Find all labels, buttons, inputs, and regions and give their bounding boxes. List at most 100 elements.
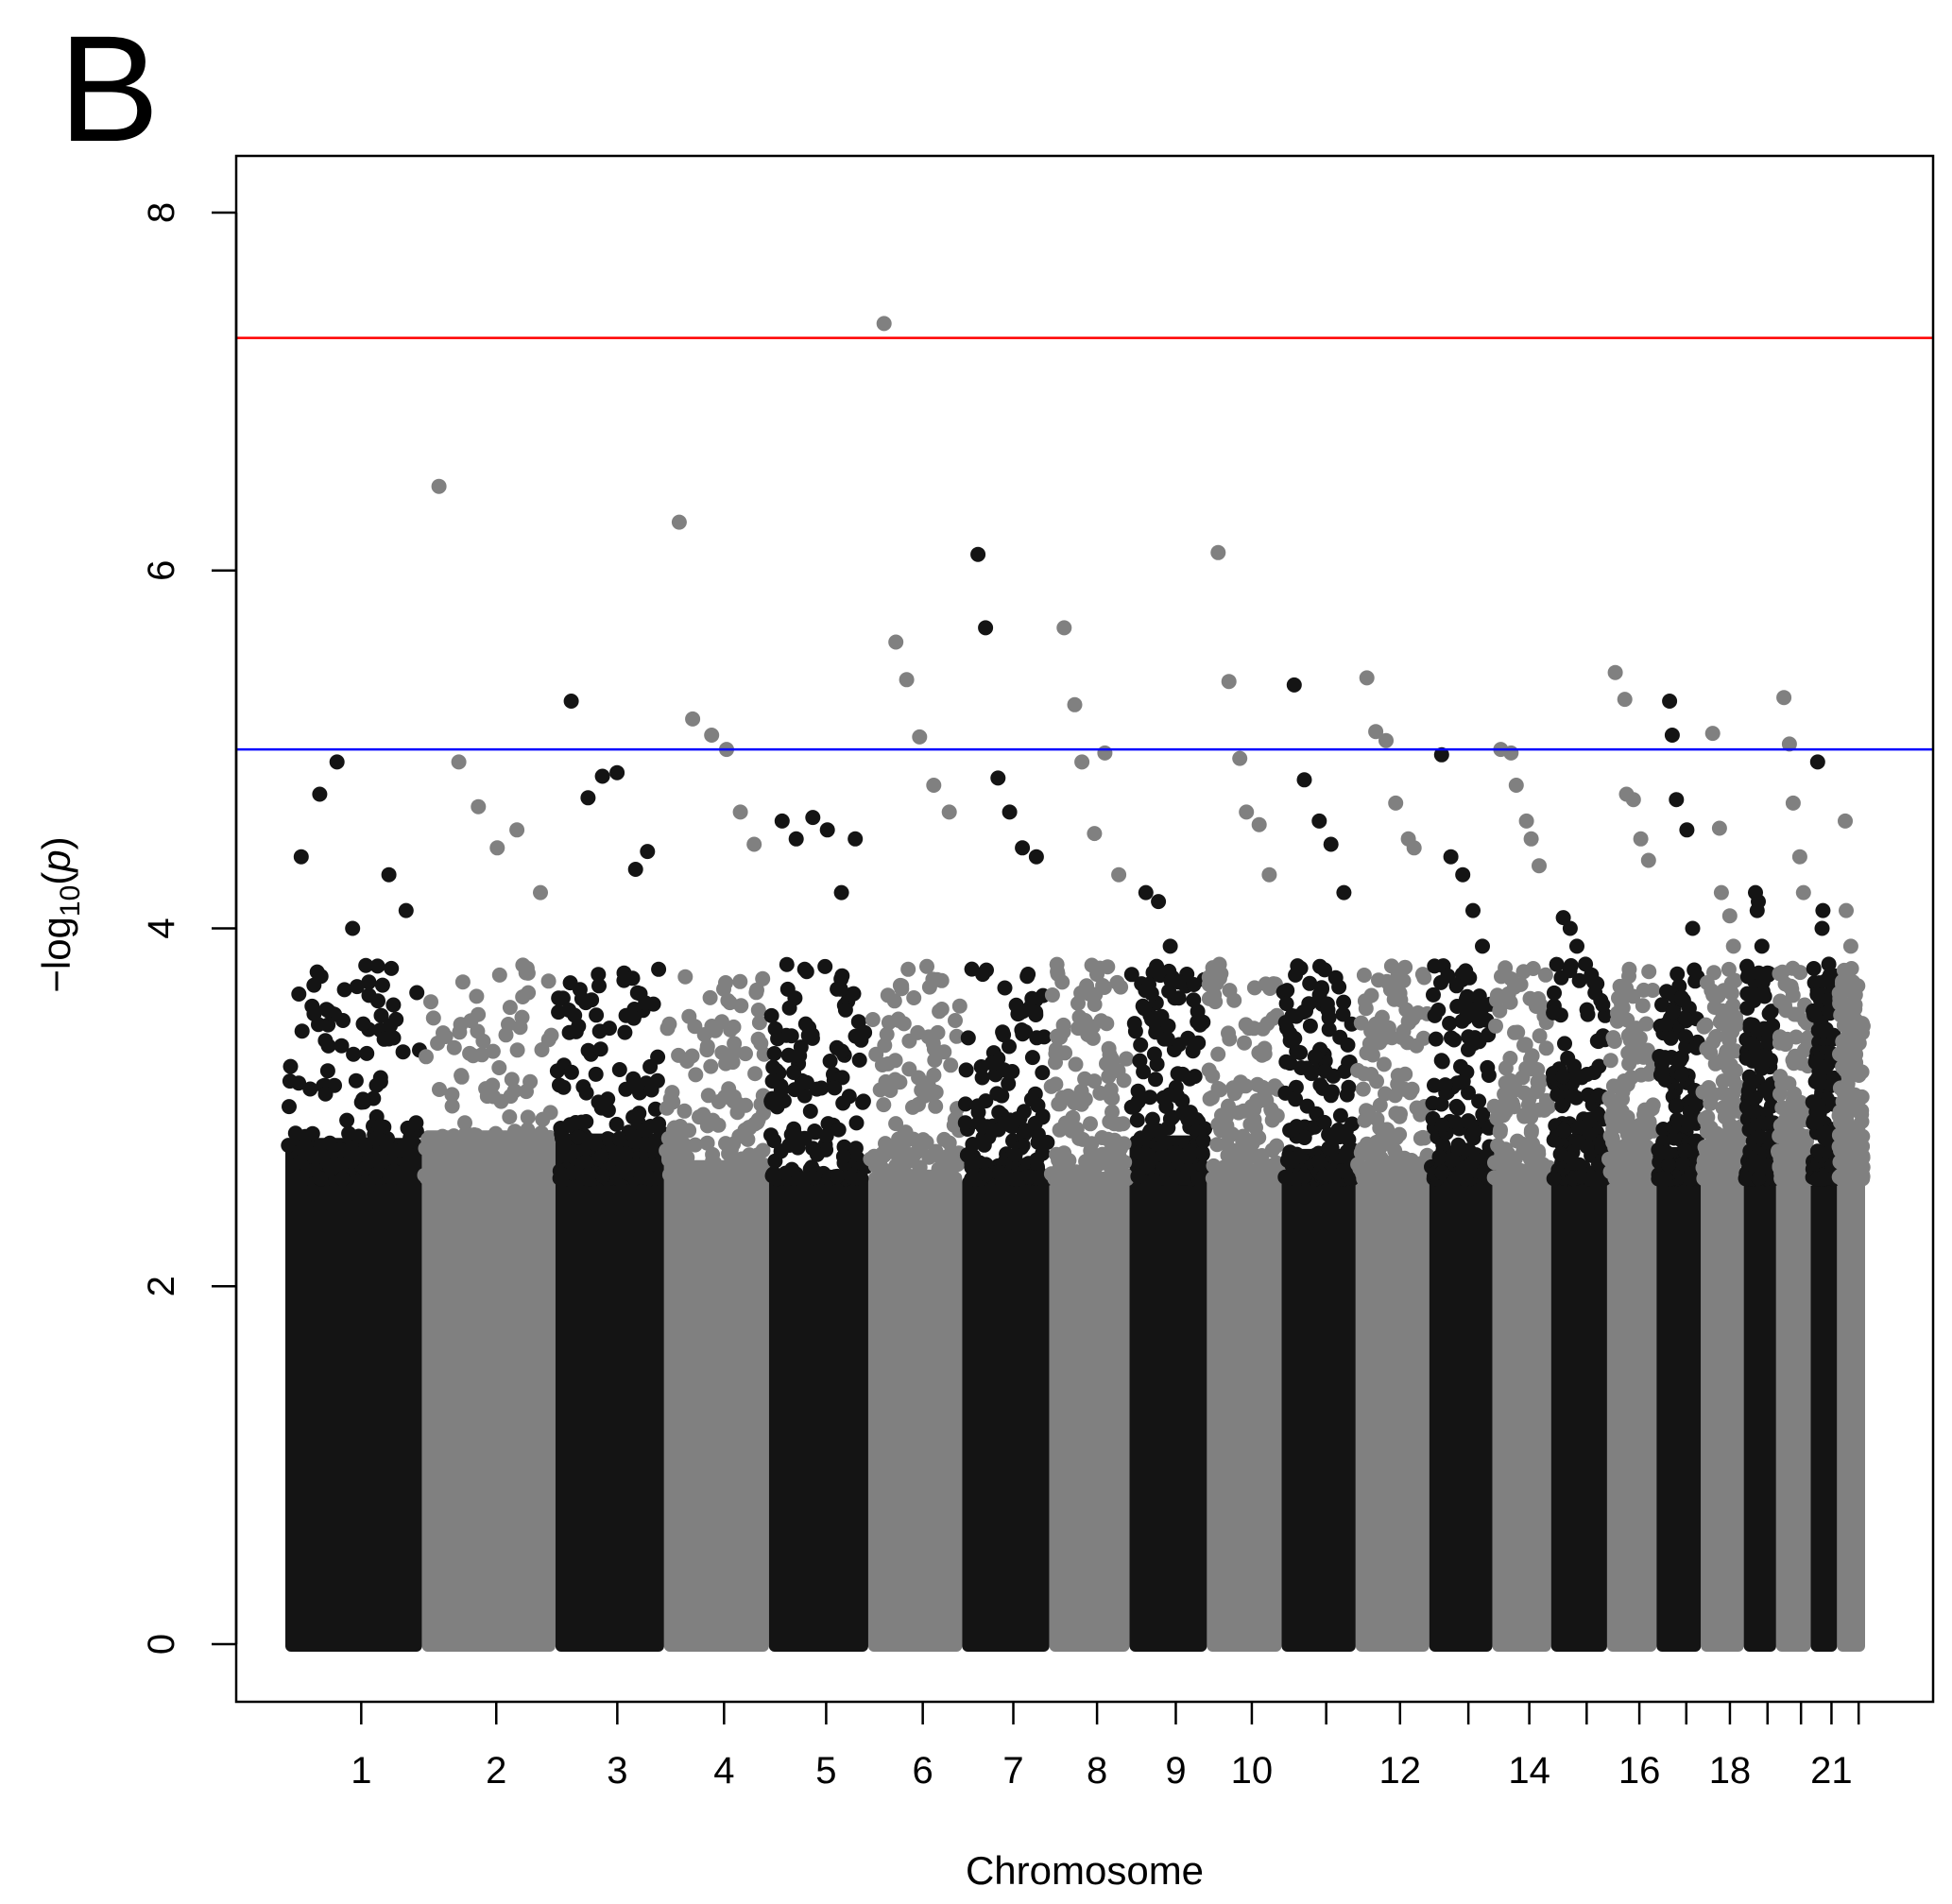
snp-point: [1746, 1104, 1762, 1120]
peak-point-chr19: [1759, 965, 1775, 981]
snp-point: [1428, 1031, 1444, 1047]
snp-point: [589, 1007, 605, 1023]
snp-point: [520, 1122, 536, 1138]
chromosome-band-3: [555, 1133, 664, 1652]
snp-point: [1083, 1116, 1098, 1132]
peak-point-chr12: [1359, 670, 1375, 686]
snp-point: [897, 1125, 913, 1141]
snp-point: [1654, 997, 1669, 1013]
snp-point: [643, 1156, 659, 1172]
snp-point: [1335, 1006, 1351, 1022]
snp-point: [920, 1029, 936, 1045]
snp-point: [425, 1151, 441, 1167]
snp-point: [1761, 1005, 1777, 1021]
snp-point: [554, 1166, 570, 1182]
snp-point: [880, 1055, 896, 1072]
snp-point: [1673, 1067, 1689, 1083]
snp-point: [1089, 967, 1104, 983]
chromosome-band-16: [1606, 1144, 1657, 1652]
snp-point: [1388, 1106, 1404, 1122]
snp-point: [1146, 1046, 1162, 1062]
snp-point: [1449, 999, 1465, 1014]
peak-point-chr16: [1625, 792, 1641, 808]
snp-point: [1175, 1170, 1191, 1186]
snp-point: [1677, 1010, 1693, 1026]
snp-point: [781, 1000, 797, 1016]
snp-point: [1192, 1017, 1208, 1033]
snp-point: [1555, 1069, 1571, 1085]
snp-point: [1549, 956, 1565, 972]
snp-point: [1445, 1152, 1461, 1168]
snp-point: [1213, 1123, 1229, 1139]
snp-point: [1652, 1171, 1669, 1187]
snp-point: [928, 1084, 944, 1100]
snp-point: [502, 1109, 518, 1124]
snp-point: [1836, 1157, 1852, 1173]
peak-point-chr8: [1067, 696, 1083, 712]
snp-point: [1325, 1084, 1340, 1100]
snp-point: [901, 1171, 917, 1187]
snp-point: [1142, 1089, 1158, 1106]
snp-point: [1822, 1003, 1838, 1020]
snp-point: [1672, 1053, 1688, 1068]
snp-point: [832, 981, 848, 997]
snp-point: [879, 1026, 895, 1042]
snp-point: [334, 1171, 351, 1187]
snp-point: [549, 1063, 565, 1079]
snp-point: [381, 1031, 397, 1047]
snp-point: [1812, 1171, 1828, 1187]
peak-point-chr18: [1725, 938, 1741, 954]
snp-point: [504, 1072, 520, 1088]
snp-point: [294, 1023, 310, 1039]
snp-point: [805, 1170, 821, 1186]
snp-point: [1498, 960, 1514, 976]
snp-point: [498, 1027, 514, 1043]
peak-point-chr5: [805, 810, 821, 826]
snp-point: [688, 1067, 704, 1083]
peak-point-chr10: [1239, 804, 1255, 820]
snp-point: [1068, 1056, 1084, 1072]
snp-point: [1787, 1006, 1803, 1022]
snp-point: [1406, 1171, 1422, 1186]
snp-point: [1091, 1157, 1107, 1172]
snp-point: [1704, 1139, 1721, 1155]
snp-point: [1296, 1129, 1312, 1145]
snp-point: [580, 1042, 596, 1058]
snp-point: [841, 1089, 857, 1105]
snp-point: [1164, 1109, 1180, 1125]
snp-point: [567, 1143, 582, 1159]
snp-point: [659, 1100, 675, 1116]
snp-point: [302, 1081, 318, 1097]
snp-point: [317, 1033, 334, 1049]
peak-point-chr19: [1749, 902, 1765, 918]
snp-point: [1434, 1117, 1450, 1133]
peak-point-chr15: [1586, 974, 1601, 990]
y-axis-title-close: ): [34, 836, 78, 849]
snp-point: [361, 987, 377, 1003]
snp-point: [1205, 1171, 1221, 1186]
snp-point: [625, 970, 641, 986]
peak-point-chr21: [1821, 956, 1837, 972]
snp-point: [1201, 1062, 1217, 1078]
snp-point: [1501, 1159, 1517, 1175]
snp-point: [349, 979, 365, 995]
chromosome-band-10: [1207, 1172, 1282, 1652]
snp-point: [1293, 1060, 1310, 1075]
snp-point: [532, 1150, 548, 1166]
snp-point: [1357, 993, 1373, 1009]
snp-point: [1278, 1054, 1294, 1070]
snp-point: [1537, 967, 1553, 983]
snp-point: [1393, 992, 1409, 1008]
snp-point: [1113, 979, 1129, 995]
snp-point: [1276, 984, 1292, 1000]
snp-point: [1234, 1153, 1250, 1169]
snp-point: [1675, 1156, 1691, 1172]
x-tick-label-2: 2: [486, 1750, 506, 1792]
snp-point: [1688, 1096, 1704, 1112]
peak-point-chr7: [1015, 840, 1031, 856]
snp-point: [1780, 1075, 1795, 1091]
x-tick-label-6: 6: [913, 1750, 933, 1792]
x-tick-label-16: 16: [1618, 1750, 1661, 1792]
snp-point: [1673, 989, 1689, 1005]
snp-point: [1290, 958, 1306, 974]
